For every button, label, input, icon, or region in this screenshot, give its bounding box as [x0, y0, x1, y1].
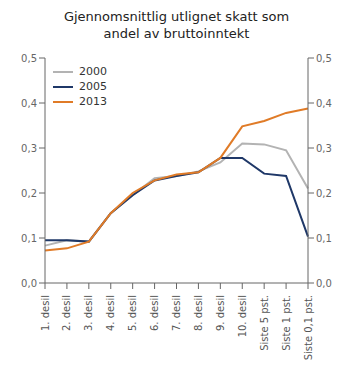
- svg-text:0,2: 0,2: [21, 188, 37, 199]
- html-text:Gjennomsnittlig utlignet skatt: Gjennomsnittlig utlignet skatt som andel…: [63, 9, 290, 41]
- svg-text:0,0: 0,0: [21, 278, 37, 289]
- svg-text:2. desil: 2. desil: [61, 295, 72, 331]
- svg-text:4. desil: 4. desil: [105, 295, 116, 331]
- svg-text:0,4: 0,4: [21, 98, 37, 109]
- svg-text:7. desil: 7. desil: [171, 295, 182, 331]
- svg-text:0,5: 0,5: [316, 53, 332, 64]
- svg-text:Siste 5 pst.: Siste 5 pst.: [259, 295, 270, 351]
- svg-text:10. desil: 10. desil: [237, 295, 248, 337]
- svg-text:Siste 1 pst.: Siste 1 pst.: [281, 295, 292, 351]
- svg-text:8. desil: 8. desil: [193, 295, 204, 331]
- svg-text:0,3: 0,3: [21, 143, 37, 154]
- html-text:2013: 2013: [79, 95, 107, 108]
- html-text:2000: 2000: [79, 65, 107, 78]
- svg-text:0,0: 0,0: [316, 278, 332, 289]
- html-text:2005: 2005: [79, 80, 107, 93]
- svg-text:0,1: 0,1: [21, 233, 37, 244]
- svg-text:9. desil: 9. desil: [215, 295, 226, 331]
- svg-text:5. desil: 5. desil: [127, 295, 138, 331]
- svg-text:3. desil: 3. desil: [83, 295, 94, 331]
- svg-text:0,4: 0,4: [316, 98, 332, 109]
- svg-text:1. desil: 1. desil: [40, 295, 51, 331]
- svg-text:0,1: 0,1: [316, 233, 332, 244]
- svg-text:0,5: 0,5: [21, 53, 37, 64]
- svg-text:Siste 0,1 pst.: Siste 0,1 pst.: [303, 295, 314, 360]
- svg-text:0,3: 0,3: [316, 143, 332, 154]
- svg-text:0,2: 0,2: [316, 188, 332, 199]
- svg-text:6. desil: 6. desil: [149, 295, 160, 331]
